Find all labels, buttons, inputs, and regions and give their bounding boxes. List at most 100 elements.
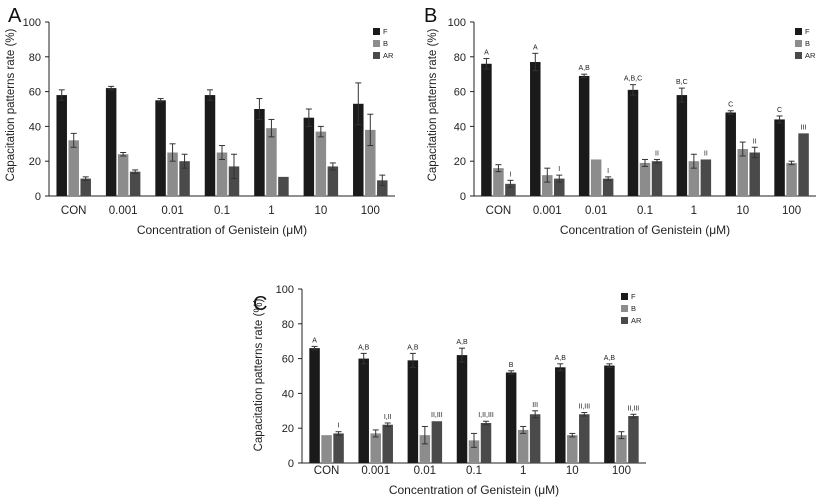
bar — [179, 161, 190, 196]
significance-label: I — [338, 423, 340, 430]
y-axis-label: Capacitation patterns rate (%) — [253, 298, 265, 451]
bar — [456, 355, 468, 463]
bar — [578, 75, 590, 196]
legend-label: AR — [383, 51, 394, 60]
legend-swatch — [621, 305, 628, 312]
x-tick-label: 0.001 — [361, 465, 390, 477]
legend-swatch — [795, 28, 802, 35]
x-tick-label: CON — [61, 205, 87, 217]
x-tick-label: 0.1 — [637, 205, 653, 217]
significance-label: II,III — [628, 405, 640, 412]
y-tick-label: 0 — [288, 458, 294, 470]
bar — [278, 176, 289, 196]
bar — [254, 109, 265, 196]
bar — [382, 424, 393, 463]
bar — [590, 159, 602, 196]
bar — [117, 154, 129, 196]
chart-panel-C: C 0 20 40 60 80 100 Capacitation patterns rate … — [253, 284, 646, 497]
significance-label: A,B — [358, 344, 370, 351]
panel-label: A — [8, 5, 22, 27]
significance-label: A,B,C — [624, 76, 642, 83]
x-tick-label: 100 — [782, 205, 801, 217]
significance-label: B,C — [676, 79, 688, 86]
legend-swatch — [621, 293, 628, 300]
bar — [266, 128, 277, 196]
significance-label: III — [532, 402, 538, 409]
significance-label: A — [312, 337, 317, 344]
significance-label: I — [558, 166, 560, 173]
bar — [309, 348, 320, 463]
legend-label: AR — [805, 51, 816, 60]
y-tick-label: 100 — [23, 17, 41, 29]
bar — [333, 433, 344, 463]
bar — [353, 103, 364, 196]
bar — [725, 112, 736, 196]
bar — [554, 178, 565, 196]
bar — [377, 180, 388, 196]
y-tick-label: 60 — [29, 87, 41, 99]
significance-label: A,B — [604, 355, 616, 362]
bar — [774, 119, 785, 196]
bar — [639, 162, 651, 196]
bar — [315, 131, 327, 196]
significance-label: II,III — [431, 412, 443, 419]
y-tick-label: 80 — [282, 319, 294, 331]
significance-label: B — [509, 362, 514, 369]
significance-label: I — [509, 171, 511, 178]
bar — [542, 175, 553, 196]
x-tick-label: 10 — [566, 465, 579, 477]
y-tick-label: 100 — [448, 17, 466, 29]
y-tick-label: 0 — [460, 191, 466, 203]
legend-swatch — [795, 52, 802, 59]
bar — [228, 166, 240, 196]
bar — [327, 166, 339, 196]
bar — [370, 433, 381, 463]
panel-label: C — [253, 293, 267, 315]
significance-label: A,B — [407, 344, 419, 351]
bar — [129, 171, 141, 196]
y-axis-label: Capacitation patterns rate (%) — [5, 28, 17, 181]
x-axis-label: Concentration of Genistein (μM) — [560, 223, 730, 237]
bar — [431, 421, 443, 463]
significance-label: A — [533, 44, 538, 51]
x-tick-label: 0.01 — [161, 205, 183, 217]
bar — [468, 440, 480, 463]
y-tick-label: 80 — [29, 52, 41, 64]
y-tick-label: 40 — [29, 121, 41, 133]
significance-label: II — [655, 150, 659, 157]
x-tick-label: 10 — [736, 205, 749, 217]
bar — [530, 62, 541, 196]
x-tick-label: 0.1 — [214, 205, 230, 217]
x-tick-label: 100 — [612, 465, 631, 477]
bar — [700, 159, 712, 196]
x-tick-label: CON — [314, 465, 340, 477]
panel-label: B — [424, 5, 437, 27]
bar — [105, 88, 117, 196]
bar — [688, 161, 700, 196]
x-tick-label: 0.1 — [466, 465, 482, 477]
bar — [365, 129, 376, 196]
bar — [628, 416, 639, 463]
significance-label: II — [753, 138, 757, 145]
y-tick-label: 80 — [454, 52, 466, 64]
x-tick-label: 100 — [361, 205, 380, 217]
bar — [303, 117, 315, 196]
x-axis-label: Concentration of Genistein (μM) — [389, 483, 559, 497]
bar — [505, 372, 517, 463]
legend-label: AR — [631, 316, 642, 325]
legend-swatch — [373, 28, 380, 35]
bar — [676, 95, 688, 196]
x-tick-label: 0.001 — [533, 205, 562, 217]
significance-label: I,II,III — [478, 412, 494, 419]
bar — [407, 360, 419, 463]
significance-label: III — [801, 124, 807, 131]
bar — [737, 149, 748, 196]
y-tick-label: 40 — [454, 121, 466, 133]
y-tick-label: 20 — [454, 156, 466, 168]
y-tick-label: 0 — [35, 191, 41, 203]
bar — [602, 178, 614, 196]
y-axis-label: Capacitation patterns rate (%) — [427, 28, 439, 181]
x-tick-label: 0.01 — [585, 205, 607, 217]
x-tick-label: 1 — [520, 465, 526, 477]
